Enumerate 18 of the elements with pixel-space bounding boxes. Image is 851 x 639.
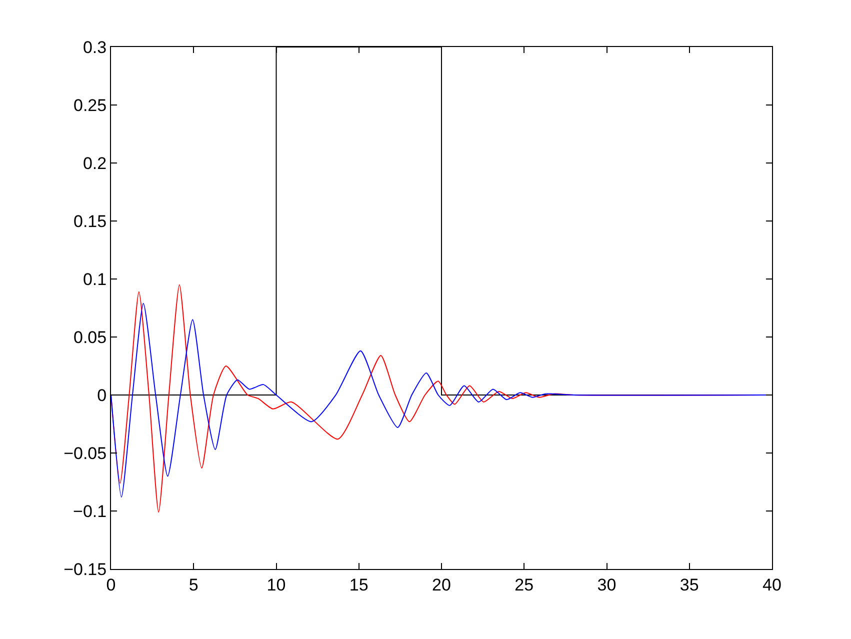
- x-tick-label: 10: [266, 575, 286, 594]
- x-tick-label: 15: [349, 575, 368, 594]
- y-tick-label: −0.1: [73, 502, 107, 521]
- x-tick-label: 30: [597, 575, 616, 594]
- y-tick-label: 0: [97, 386, 107, 405]
- y-tick-label: −0.15: [64, 560, 107, 579]
- x-tick-label: 20: [432, 575, 451, 594]
- y-tick-label: 0.25: [74, 96, 107, 115]
- y-tick-label: 0.1: [82, 270, 107, 289]
- x-tick-label: 5: [188, 575, 198, 594]
- x-tick-label: 35: [680, 575, 699, 594]
- x-tick-label: 40: [762, 575, 782, 594]
- y-tick-label: −0.05: [64, 444, 107, 463]
- y-tick-label: 0.2: [82, 154, 107, 173]
- x-tick-label: 25: [514, 575, 534, 594]
- y-tick-label: 0.3: [82, 38, 107, 57]
- y-tick-label: 0.05: [74, 328, 107, 347]
- y-tick-label: 0.15: [74, 212, 107, 231]
